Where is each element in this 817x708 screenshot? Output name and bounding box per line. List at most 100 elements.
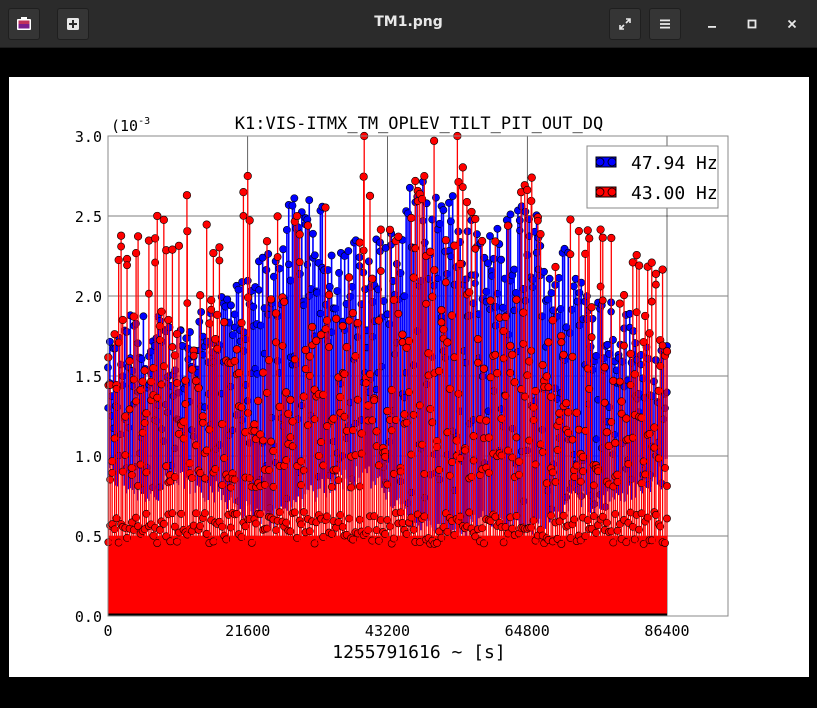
y-tick-label: 1.0 bbox=[75, 448, 102, 466]
fullscreen-icon bbox=[619, 18, 631, 30]
close-button[interactable] bbox=[780, 12, 804, 36]
red-point bbox=[424, 349, 433, 358]
red-point bbox=[619, 290, 629, 300]
red-point bbox=[202, 529, 211, 538]
red-point bbox=[280, 297, 289, 306]
x-tick-label: 64800 bbox=[505, 622, 550, 640]
red-point bbox=[585, 234, 594, 243]
red-point bbox=[305, 371, 314, 380]
red-point bbox=[189, 351, 198, 360]
red-point bbox=[632, 250, 641, 260]
red-point bbox=[519, 339, 528, 348]
red-point bbox=[138, 377, 147, 386]
red-point bbox=[153, 211, 162, 221]
red-point bbox=[370, 396, 379, 405]
red-point bbox=[506, 341, 515, 350]
red-point bbox=[598, 296, 607, 305]
red-point bbox=[562, 399, 571, 408]
blue-point bbox=[376, 247, 384, 256]
red-point bbox=[443, 527, 452, 536]
red-point bbox=[527, 173, 536, 182]
blue-point bbox=[439, 206, 448, 214]
red-point bbox=[469, 456, 478, 465]
red-point bbox=[295, 258, 304, 267]
red-point bbox=[650, 423, 659, 432]
menu-button[interactable] bbox=[649, 8, 681, 40]
plot-frame-border bbox=[107, 135, 729, 617]
red-point bbox=[454, 389, 463, 398]
red-point bbox=[142, 468, 151, 477]
red-point bbox=[620, 341, 628, 350]
blue-point bbox=[428, 215, 437, 224]
red-point bbox=[205, 319, 214, 328]
red-point bbox=[409, 410, 418, 419]
red-point bbox=[338, 522, 347, 531]
red-point bbox=[462, 198, 472, 207]
red-point bbox=[286, 395, 295, 404]
red-point bbox=[587, 303, 596, 312]
red-point bbox=[437, 305, 446, 315]
red-point bbox=[149, 531, 158, 540]
red-point bbox=[510, 378, 519, 387]
red-point bbox=[443, 338, 452, 347]
red-point bbox=[647, 297, 656, 306]
red-point bbox=[329, 414, 338, 423]
red-point bbox=[544, 383, 553, 392]
red-point bbox=[607, 233, 616, 243]
red-point bbox=[420, 470, 429, 478]
red-point bbox=[615, 377, 624, 386]
chart-title: K1:VIS-ITMX_TM_OPLEV_TILT_PIT_OUT_DQ bbox=[235, 114, 603, 134]
minimize-button[interactable] bbox=[700, 12, 724, 36]
red-point bbox=[117, 242, 126, 251]
red-point bbox=[398, 330, 407, 339]
red-point bbox=[202, 220, 211, 229]
red-point bbox=[542, 479, 551, 488]
red-point bbox=[355, 238, 364, 247]
red-point bbox=[557, 338, 566, 347]
legend-marker-blue-right bbox=[607, 157, 617, 167]
red-point bbox=[391, 416, 400, 424]
red-point bbox=[118, 315, 127, 325]
red-point bbox=[345, 316, 353, 325]
y-tick-label: 0.5 bbox=[75, 528, 102, 546]
red-point bbox=[199, 418, 207, 427]
red-point bbox=[181, 376, 190, 385]
blue-point bbox=[603, 340, 612, 349]
red-point bbox=[220, 318, 229, 327]
maximize-button[interactable] bbox=[740, 12, 764, 36]
red-point bbox=[363, 401, 373, 410]
red-point bbox=[338, 321, 347, 331]
red-point bbox=[596, 225, 605, 234]
window-titlebar: TM1.png bbox=[0, 0, 817, 48]
red-point bbox=[609, 376, 618, 385]
red-point bbox=[542, 372, 551, 381]
red-point bbox=[501, 391, 510, 400]
x-tick-label: 0 bbox=[103, 622, 112, 640]
red-point bbox=[182, 191, 192, 200]
red-point bbox=[131, 248, 141, 258]
blue-point bbox=[364, 257, 373, 266]
chart-svg: 0 21600 43200 64800 86400 0.0 0.5 1.0 1.5 2.0 2.5 3… bbox=[75, 114, 729, 663]
red-point bbox=[325, 343, 334, 351]
red-point bbox=[508, 350, 517, 359]
blue-point bbox=[463, 227, 472, 236]
red-point bbox=[237, 318, 246, 328]
red-point bbox=[478, 236, 487, 246]
red-point bbox=[615, 299, 624, 308]
red-point bbox=[110, 330, 119, 339]
red-point bbox=[256, 510, 265, 518]
red-point bbox=[272, 338, 280, 347]
red-point bbox=[441, 236, 450, 245]
red-point bbox=[654, 454, 663, 463]
new-button[interactable] bbox=[57, 8, 89, 40]
red-point bbox=[583, 226, 592, 235]
red-point bbox=[622, 414, 631, 423]
red-point bbox=[484, 468, 493, 477]
fullscreen-button[interactable] bbox=[609, 8, 641, 40]
blue-point bbox=[305, 196, 314, 204]
app-menu-button[interactable] bbox=[8, 8, 40, 40]
legend-box bbox=[586, 145, 719, 209]
blue-point bbox=[234, 285, 243, 294]
blue-point bbox=[139, 312, 148, 321]
red-point bbox=[123, 533, 131, 542]
